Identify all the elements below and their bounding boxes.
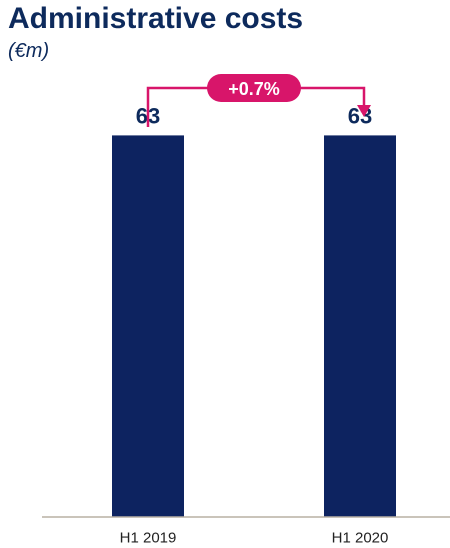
change-arrow-head: [357, 105, 371, 117]
bar-2: [324, 135, 396, 517]
change-badge-label: +0.7%: [228, 79, 280, 99]
labels-layer: 63 63: [136, 103, 372, 128]
change-badge: [207, 74, 301, 102]
x-axis-ticks: H1 2019 H1 2020: [120, 530, 389, 547]
x-tick-label-1: H1 2019: [120, 530, 177, 547]
bars-layer: [112, 135, 396, 517]
x-tick-label-2: H1 2020: [332, 530, 389, 547]
change-annotation: +0.7%: [146, 74, 371, 127]
chart-subtitle: (€m): [8, 40, 50, 62]
bar-1: [112, 135, 184, 517]
chart-title: Administrative costs: [8, 2, 304, 35]
